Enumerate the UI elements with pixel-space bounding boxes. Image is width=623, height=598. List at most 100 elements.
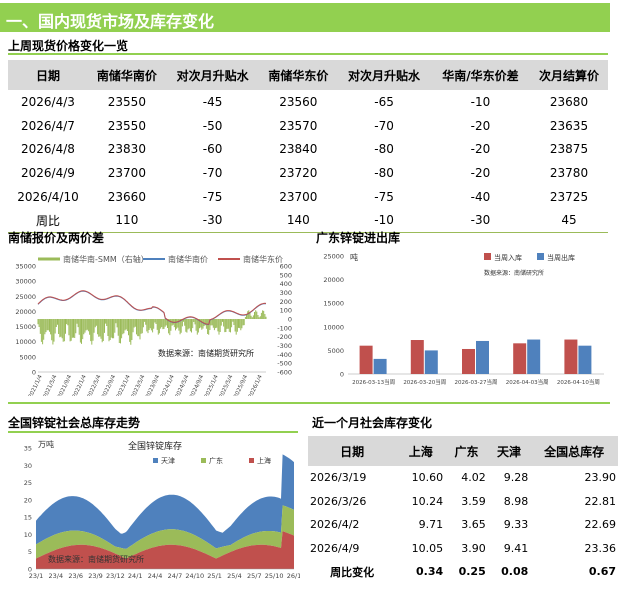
x-tick-label: 26/1 bbox=[287, 572, 300, 580]
x-tick-label: 2026-03-13当周 bbox=[352, 378, 395, 386]
y-tick-label: 35 bbox=[24, 445, 32, 453]
table-cell: -40 bbox=[470, 189, 491, 204]
x-tick-label: 2024/1/4 bbox=[160, 374, 176, 396]
chart-inner-title: 全国锌锭库存 bbox=[128, 440, 182, 452]
lower-section-rule bbox=[8, 402, 610, 404]
y-tick-label: 0 bbox=[340, 371, 344, 379]
table-cell: 周比 bbox=[8, 208, 88, 233]
legend-swatch-guangdong bbox=[201, 458, 206, 463]
table-cell: 0.08 bbox=[501, 565, 529, 579]
right-tick-label: 0 bbox=[288, 316, 292, 324]
table-cell: 2026/3/19 bbox=[310, 471, 367, 485]
y-tick-label: 20 bbox=[24, 496, 32, 504]
right-tick-label: -400 bbox=[277, 351, 292, 359]
y-tick-label: 0 bbox=[28, 566, 32, 574]
inventory-table-header: 日期 上海 广东 天津 全国总库存 bbox=[308, 436, 618, 466]
table-cell: 3.59 bbox=[461, 494, 486, 508]
bar-in bbox=[410, 340, 424, 374]
table-cell: -65 bbox=[374, 94, 394, 109]
right-axis-ticks: 6005004003002001000-100-200-300-400-500-… bbox=[277, 263, 292, 377]
table-cell: 2026/4/9 bbox=[310, 541, 360, 555]
x-tick-label: 23/1 bbox=[29, 572, 44, 580]
x-tick-label: 2023/1/4 bbox=[116, 374, 132, 396]
y-axis-ticks: 35 30 25 20 15 10 5 0 bbox=[24, 445, 32, 574]
right-tick-label: -100 bbox=[277, 324, 292, 332]
x-axis-ticks: 2021/1/42021/5/42021/9/42022/1/42022/5/4… bbox=[28, 374, 264, 396]
guangdong-title: 广东锌锭进出库 bbox=[316, 231, 401, 245]
right-tick-label: 200 bbox=[280, 298, 292, 306]
x-tick-label: 2025/1/4 bbox=[204, 374, 220, 396]
chart-legend: 天津 广东 上海 bbox=[153, 456, 271, 465]
x-tick-label: 24/4 bbox=[148, 572, 163, 580]
x-tick-label: 2025/5/4 bbox=[219, 374, 235, 396]
table-cell: 23725 bbox=[549, 189, 589, 204]
social-rule bbox=[8, 431, 298, 433]
table-cell: 2026/4/3 bbox=[21, 94, 75, 109]
south-price-title: 南储报价及两价差 bbox=[8, 231, 105, 245]
x-tick-label: 24/7 bbox=[168, 572, 183, 580]
x-tick-label: 2021/1/4 bbox=[28, 374, 44, 396]
legend-label-shanghai: 上海 bbox=[257, 456, 271, 465]
x-tick-label: 25/1 bbox=[207, 572, 222, 580]
header-cell: 华南/华东价差 bbox=[430, 60, 531, 90]
table-cell: -80 bbox=[374, 142, 394, 157]
table-cell: 23680 bbox=[549, 94, 589, 109]
y-axis-unit: 万吨 bbox=[38, 439, 54, 449]
header-cell: 广东 bbox=[445, 436, 488, 466]
table-row: 2026/4/10 23660 -75 23700 -75 -40 23725 bbox=[8, 185, 608, 209]
x-tick-label: 2021/9/4 bbox=[57, 374, 73, 396]
y-tick-label: 5 bbox=[28, 548, 32, 556]
legend-swatch-out bbox=[537, 253, 544, 260]
table-cell: -30 bbox=[430, 208, 531, 233]
y-tick-label: 25000 bbox=[323, 253, 344, 261]
table-cell: 9.41 bbox=[503, 541, 529, 555]
left-axis-ticks: 35000 30000 25000 20000 15000 10000 5000 0 bbox=[15, 263, 36, 377]
x-tick-label: 23/4 bbox=[49, 572, 64, 580]
table-cell: 23.36 bbox=[584, 541, 617, 555]
table-row-summary: 周比变化 0.34 0.25 0.08 0.67 bbox=[308, 560, 618, 584]
legend-label-out: 当周出库 bbox=[547, 253, 575, 262]
header-cell: 天津 bbox=[487, 436, 531, 466]
chart-legend: 南储华南-SMM（右轴） 南储华南价 南储华东价 bbox=[38, 254, 283, 264]
header-cell: 上海 bbox=[396, 436, 446, 466]
guangdong-chart: 25000 20000 15000 10000 5000 0 吨 当周入库 当周出库 数据… bbox=[323, 252, 604, 386]
x-tick-label: 2023/5/4 bbox=[131, 374, 147, 396]
table-cell: 23550 bbox=[107, 94, 146, 109]
bar-out bbox=[373, 358, 387, 374]
plot-area bbox=[37, 290, 267, 373]
x-tick-label: 2022/1/4 bbox=[72, 374, 88, 396]
table-cell: 2026/4/2 bbox=[310, 518, 360, 532]
price-section-rule bbox=[8, 53, 608, 55]
right-tick-label: 300 bbox=[280, 289, 292, 297]
table-cell: 23780 bbox=[549, 165, 589, 180]
spread-series bbox=[37, 310, 267, 345]
x-tick-label: 2026-04-03当周 bbox=[506, 378, 549, 386]
y-tick-label: 15 bbox=[24, 514, 32, 522]
area-shanghai bbox=[36, 531, 294, 569]
table-cell: 0.25 bbox=[458, 565, 486, 579]
table-cell: 0.67 bbox=[588, 565, 616, 579]
left-tick-label: 35000 bbox=[15, 263, 36, 271]
left-tick-label: 10000 bbox=[15, 338, 36, 346]
table-cell: 23830 bbox=[107, 142, 146, 157]
left-tick-label: 0 bbox=[32, 369, 36, 377]
table-cell: 23550 bbox=[107, 118, 146, 133]
price-section-title: 上周现货价格变化一览 bbox=[8, 39, 129, 53]
header-cell: 日期 bbox=[308, 436, 397, 466]
social-title: 全国锌锭社会总库存走势 bbox=[8, 416, 141, 430]
table-cell: 2026/4/9 bbox=[21, 165, 75, 180]
y-tick-label: 20000 bbox=[323, 276, 344, 284]
table-cell: 23560 bbox=[279, 94, 318, 109]
table-cell: 23720 bbox=[279, 165, 318, 180]
x-tick-label: 2026-03-20当周 bbox=[403, 378, 446, 386]
bars bbox=[348, 339, 604, 375]
right-tick-label: 100 bbox=[280, 307, 292, 315]
x-axis-ticks: 23/1 23/4 23/6 23/9 23/12 24/1 24/4 24/7 24/10 25… bbox=[29, 572, 300, 580]
right-tick-label: -500 bbox=[277, 360, 292, 368]
y-tick-label: 5000 bbox=[327, 347, 344, 355]
x-tick-label: 2021/5/4 bbox=[43, 374, 59, 396]
x-tick-label: 25/4 bbox=[227, 572, 242, 580]
x-tick-label: 25/10 bbox=[265, 572, 284, 580]
table-cell: 10.24 bbox=[411, 494, 444, 508]
legend-label-spread: 南储华南-SMM（右轴） bbox=[63, 254, 149, 264]
